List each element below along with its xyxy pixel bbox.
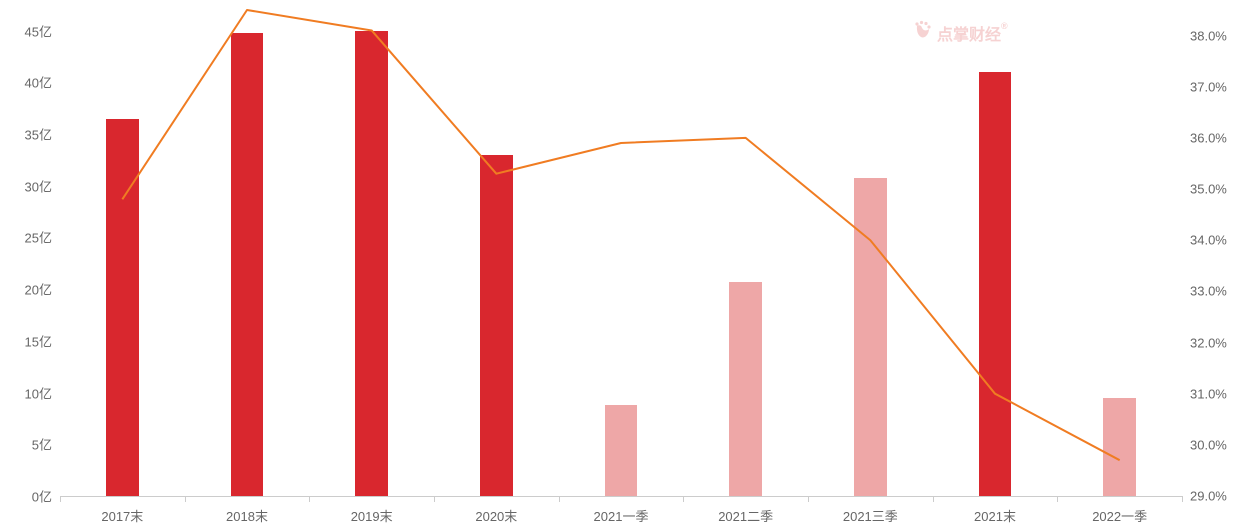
- hand-icon: [913, 20, 933, 45]
- bar: [605, 405, 637, 496]
- y-left-tick: 15亿: [25, 331, 52, 350]
- bar: [729, 282, 761, 496]
- x-tick-label: 2022一季: [1092, 506, 1147, 525]
- y-left-tick: 20亿: [25, 280, 52, 299]
- x-tick-mark: [1057, 496, 1058, 502]
- x-tick-mark: [559, 496, 560, 502]
- bar: [106, 119, 138, 496]
- y-left-tick: 0亿: [32, 487, 52, 506]
- x-tick-mark: [309, 496, 310, 502]
- y-right-tick: 33.0%: [1190, 284, 1227, 299]
- bar: [231, 33, 263, 496]
- y-left-tick: 25亿: [25, 228, 52, 247]
- x-tick-mark: [434, 496, 435, 502]
- y-left-tick: 45亿: [25, 21, 52, 40]
- y-left-tick: 5亿: [32, 435, 52, 454]
- x-tick-mark: [683, 496, 684, 502]
- bar: [1103, 398, 1135, 496]
- y-left-tick: 40亿: [25, 73, 52, 92]
- x-tick-label: 2017末: [101, 506, 143, 525]
- x-tick-label: 2021一季: [594, 506, 649, 525]
- y-right-tick: 32.0%: [1190, 335, 1227, 350]
- bar: [854, 178, 886, 496]
- bar: [355, 31, 387, 496]
- y-right-tick: 34.0%: [1190, 233, 1227, 248]
- x-tick-label: 2020末: [475, 506, 517, 525]
- y-left-tick: 35亿: [25, 125, 52, 144]
- x-tick-label: 2018末: [226, 506, 268, 525]
- x-tick-mark: [1182, 496, 1183, 502]
- x-tick-mark: [60, 496, 61, 502]
- watermark: 点掌财经®: [913, 20, 1008, 45]
- y-right-tick: 30.0%: [1190, 437, 1227, 452]
- y-left-tick: 30亿: [25, 176, 52, 195]
- y-right-tick: 31.0%: [1190, 386, 1227, 401]
- x-tick-mark: [808, 496, 809, 502]
- y-right-tick: 37.0%: [1190, 79, 1227, 94]
- x-tick-label: 2021三季: [843, 506, 898, 525]
- y-right-tick: 36.0%: [1190, 130, 1227, 145]
- bar: [979, 72, 1011, 496]
- y-right-tick: 35.0%: [1190, 182, 1227, 197]
- y-left-tick: 10亿: [25, 383, 52, 402]
- bar: [480, 155, 512, 496]
- x-tick-mark: [185, 496, 186, 502]
- x-tick-label: 2021末: [974, 506, 1016, 525]
- watermark-text: 点掌财经®: [937, 21, 1008, 45]
- x-tick-mark: [933, 496, 934, 502]
- x-tick-label: 2021二季: [718, 506, 773, 525]
- x-tick-label: 2019末: [351, 506, 393, 525]
- y-right-tick: 29.0%: [1190, 489, 1227, 504]
- y-right-tick: 38.0%: [1190, 28, 1227, 43]
- x-axis-line: [60, 496, 1182, 497]
- combo-chart: 0亿 5亿 10亿 15亿 20亿 25亿 30亿 35亿 40亿 45亿 29.0% 30.0% 3…: [0, 0, 1243, 526]
